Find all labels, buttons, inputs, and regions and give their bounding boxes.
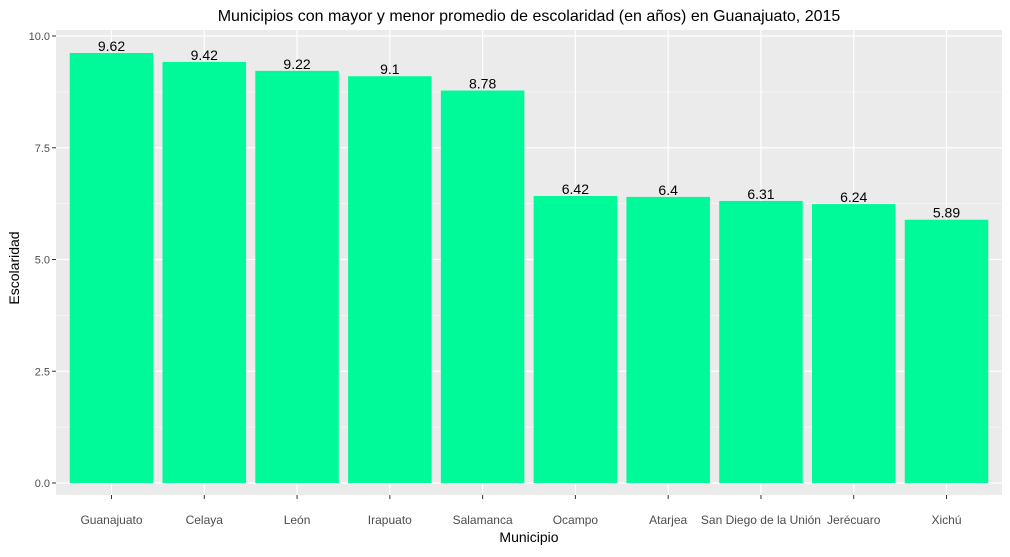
bar-value-label: 6.31 xyxy=(747,186,774,202)
bar-value-label: 6.24 xyxy=(840,189,867,205)
bar-value-label: 9.22 xyxy=(283,56,310,72)
bar-value-label: 9.1 xyxy=(380,61,400,77)
bar-value-label: 5.89 xyxy=(933,205,960,221)
x-tick-label: San Diego de la Unión xyxy=(701,513,821,527)
bar-value-label: 6.4 xyxy=(658,182,678,198)
y-tick-label: 5.0 xyxy=(35,255,50,267)
bar xyxy=(255,70,339,483)
bar-value-label: 9.42 xyxy=(191,47,218,63)
x-tick-label: Atarjea xyxy=(649,513,687,527)
x-tick-label: Salamanca xyxy=(453,513,513,527)
bar xyxy=(69,52,154,484)
x-axis: Guanajuato Celaya León Irapuato Salamanca Oca… xyxy=(80,495,962,527)
x-tick-label: Xichú xyxy=(931,513,961,527)
x-axis-title: Municipio xyxy=(499,529,558,545)
y-tick-label: 7.5 xyxy=(35,143,50,155)
y-axis-title: Escolaridad xyxy=(6,231,22,304)
bar xyxy=(626,196,710,484)
bar xyxy=(440,90,525,483)
y-tick-label: 0.0 xyxy=(35,478,50,490)
value-labels: 9.62 9.42 9.22 9.1 8.78 6.42 6.4 6.31 6.24 5.89 xyxy=(98,38,960,221)
bar-value-label: 9.62 xyxy=(98,38,125,54)
chart-title: Municipios con mayor y menor promedio de… xyxy=(218,8,841,25)
bar-value-label: 6.42 xyxy=(562,181,589,197)
bar xyxy=(162,61,247,484)
bar xyxy=(811,204,896,483)
bar xyxy=(533,196,618,483)
bar xyxy=(904,219,989,484)
bar-value-label: 8.78 xyxy=(469,76,496,92)
bar xyxy=(719,200,803,483)
y-axis: 0.0 2.5 5.0 7.5 10.0 xyxy=(29,31,56,490)
x-tick-label: Guanajuato xyxy=(80,513,142,527)
x-tick-label: Ocampo xyxy=(553,513,599,527)
x-tick-label: Irapuato xyxy=(368,513,412,527)
x-tick-label: Celaya xyxy=(186,513,224,527)
bar xyxy=(348,76,432,483)
y-tick-label: 2.5 xyxy=(35,366,50,378)
y-tick-label: 10.0 xyxy=(29,31,50,43)
x-tick-label: León xyxy=(284,513,311,527)
x-tick-label: Jerécuaro xyxy=(827,513,881,527)
bars xyxy=(69,52,989,484)
